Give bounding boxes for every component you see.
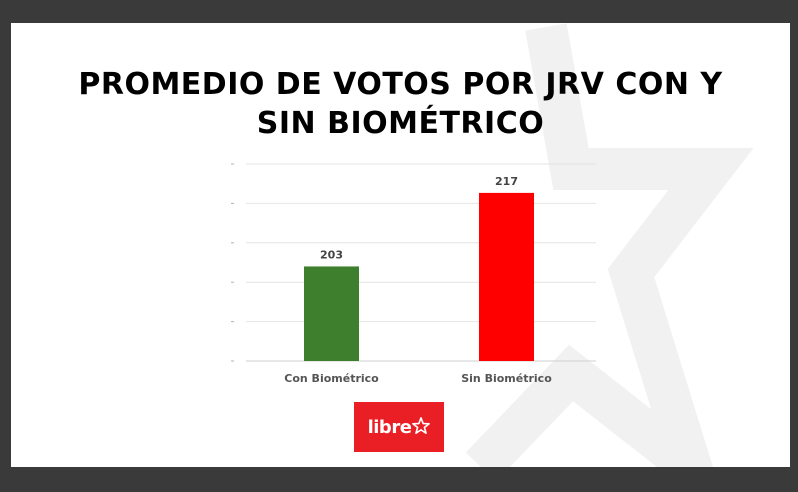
logo-text: libre (367, 416, 412, 438)
bar-sin-biometrico (479, 192, 534, 361)
bar-con-biometrico (304, 266, 359, 361)
chart-title-line-2: SIN BIOMÉTRICO (256, 106, 545, 141)
x-tick-label: Sin Biométrico (461, 372, 552, 385)
chart-title-line-1: PROMEDIO DE VOTOS POR JRV CON Y (78, 67, 723, 102)
data-label: 203 (320, 248, 343, 261)
data-label: 217 (495, 175, 518, 188)
star-watermark (465, 23, 754, 467)
bar-chart: 203 Con Biométrico 217 Sin Biométrico (231, 163, 596, 385)
star-icon (412, 416, 431, 434)
libre-logo: libre (354, 402, 444, 452)
chart-title: PROMEDIO DE VOTOS POR JRV CON Y SIN BIOM… (11, 65, 790, 143)
x-tick-label: Con Biométrico (284, 372, 379, 385)
slide: PROMEDIO DE VOTOS POR JRV CON Y SIN BIOM… (11, 23, 790, 467)
